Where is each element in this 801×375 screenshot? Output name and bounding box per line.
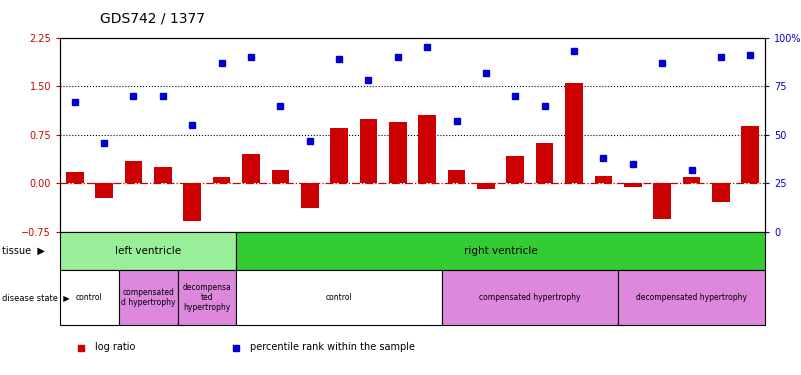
Bar (418, 115, 436, 183)
Bar (624, 183, 642, 187)
Bar (618, 270, 765, 325)
Bar (506, 156, 524, 183)
Bar (125, 160, 143, 183)
Bar (242, 154, 260, 183)
Bar (566, 83, 583, 183)
Bar (442, 270, 618, 325)
Text: log ratio: log ratio (95, 342, 135, 352)
Text: percentile rank within the sample: percentile rank within the sample (251, 342, 416, 352)
Text: GDS742 / 1377: GDS742 / 1377 (100, 12, 205, 26)
Text: disease state  ▶: disease state ▶ (2, 293, 70, 302)
Bar (213, 177, 231, 183)
Bar (236, 232, 765, 270)
Bar (682, 177, 700, 183)
Bar (330, 128, 348, 183)
Bar (236, 270, 442, 325)
Bar (712, 183, 730, 201)
Bar (272, 170, 289, 183)
Bar (154, 167, 171, 183)
Bar (60, 270, 119, 325)
Text: compensated
d hypertrophy: compensated d hypertrophy (121, 288, 175, 307)
Text: decompensa
ted
hypertrophy: decompensa ted hypertrophy (183, 283, 231, 312)
Bar (178, 270, 236, 325)
Bar (360, 118, 377, 183)
Bar (742, 126, 759, 183)
Text: left ventricle: left ventricle (115, 246, 181, 256)
Bar (183, 183, 201, 221)
Bar (60, 232, 236, 270)
Text: control: control (76, 293, 103, 302)
Bar (95, 183, 113, 198)
Text: right ventricle: right ventricle (464, 246, 537, 256)
Bar (119, 270, 178, 325)
Bar (448, 170, 465, 183)
Bar (66, 172, 83, 183)
Bar (477, 183, 495, 189)
Bar (389, 122, 407, 183)
Text: tissue  ▶: tissue ▶ (2, 246, 45, 256)
Bar (654, 183, 671, 219)
Text: control: control (326, 293, 352, 302)
Text: compensated hypertrophy: compensated hypertrophy (479, 293, 581, 302)
Bar (301, 183, 319, 208)
Text: decompensated hypertrophy: decompensated hypertrophy (636, 293, 747, 302)
Bar (594, 176, 612, 183)
Bar (536, 143, 553, 183)
